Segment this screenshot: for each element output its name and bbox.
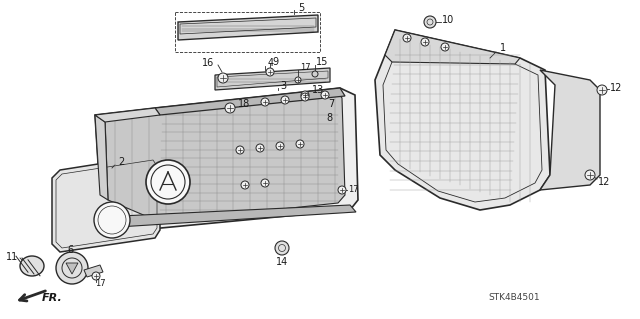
Text: 7: 7 bbox=[328, 99, 334, 109]
Circle shape bbox=[146, 160, 190, 204]
Text: 9: 9 bbox=[272, 57, 278, 67]
Polygon shape bbox=[385, 30, 520, 64]
Circle shape bbox=[256, 144, 264, 152]
Polygon shape bbox=[100, 205, 356, 228]
Circle shape bbox=[276, 142, 284, 150]
Text: 10: 10 bbox=[442, 15, 454, 25]
Text: 17: 17 bbox=[95, 279, 106, 288]
Circle shape bbox=[301, 93, 309, 101]
Polygon shape bbox=[308, 105, 330, 118]
Circle shape bbox=[424, 16, 436, 28]
Text: 2: 2 bbox=[118, 157, 124, 167]
Text: 8: 8 bbox=[326, 113, 332, 123]
Polygon shape bbox=[308, 118, 337, 128]
Text: 13: 13 bbox=[312, 85, 324, 95]
Circle shape bbox=[261, 179, 269, 187]
Polygon shape bbox=[95, 108, 160, 122]
Polygon shape bbox=[155, 88, 345, 115]
Text: 12: 12 bbox=[598, 177, 611, 187]
Circle shape bbox=[403, 34, 411, 42]
Circle shape bbox=[92, 272, 100, 280]
Circle shape bbox=[338, 186, 346, 194]
Text: 4: 4 bbox=[268, 58, 274, 68]
Polygon shape bbox=[375, 30, 550, 210]
Circle shape bbox=[275, 241, 289, 255]
Text: 18: 18 bbox=[238, 99, 250, 109]
Text: 3: 3 bbox=[280, 81, 286, 91]
Circle shape bbox=[441, 43, 449, 51]
Text: 15: 15 bbox=[316, 57, 328, 67]
Text: STK4B4501: STK4B4501 bbox=[488, 293, 540, 302]
Circle shape bbox=[261, 98, 269, 106]
Circle shape bbox=[56, 252, 88, 284]
Circle shape bbox=[295, 77, 301, 83]
Text: 17: 17 bbox=[348, 186, 358, 195]
Circle shape bbox=[585, 170, 595, 180]
Ellipse shape bbox=[20, 256, 44, 276]
Circle shape bbox=[236, 146, 244, 154]
Polygon shape bbox=[215, 68, 330, 90]
Circle shape bbox=[301, 91, 309, 99]
Polygon shape bbox=[178, 15, 318, 40]
Text: 16: 16 bbox=[202, 58, 214, 68]
Polygon shape bbox=[95, 115, 108, 200]
Text: 14: 14 bbox=[276, 257, 288, 267]
Circle shape bbox=[312, 71, 318, 77]
Text: 1: 1 bbox=[500, 43, 506, 53]
Text: 17: 17 bbox=[300, 63, 310, 72]
Polygon shape bbox=[540, 70, 600, 190]
Polygon shape bbox=[105, 93, 345, 222]
Polygon shape bbox=[95, 88, 358, 230]
Text: 11: 11 bbox=[6, 252, 18, 262]
Polygon shape bbox=[66, 263, 78, 274]
Polygon shape bbox=[52, 155, 160, 252]
Polygon shape bbox=[84, 265, 103, 277]
Circle shape bbox=[266, 68, 274, 76]
Circle shape bbox=[241, 181, 249, 189]
Circle shape bbox=[296, 140, 304, 148]
Text: FR.: FR. bbox=[42, 293, 63, 303]
Circle shape bbox=[321, 91, 329, 99]
Circle shape bbox=[281, 96, 289, 104]
Circle shape bbox=[94, 202, 130, 238]
Circle shape bbox=[225, 103, 235, 113]
Circle shape bbox=[218, 73, 228, 83]
Circle shape bbox=[597, 85, 607, 95]
Circle shape bbox=[421, 38, 429, 46]
Text: 5: 5 bbox=[298, 3, 304, 13]
Text: 6: 6 bbox=[67, 245, 73, 255]
Text: 12: 12 bbox=[610, 83, 622, 93]
